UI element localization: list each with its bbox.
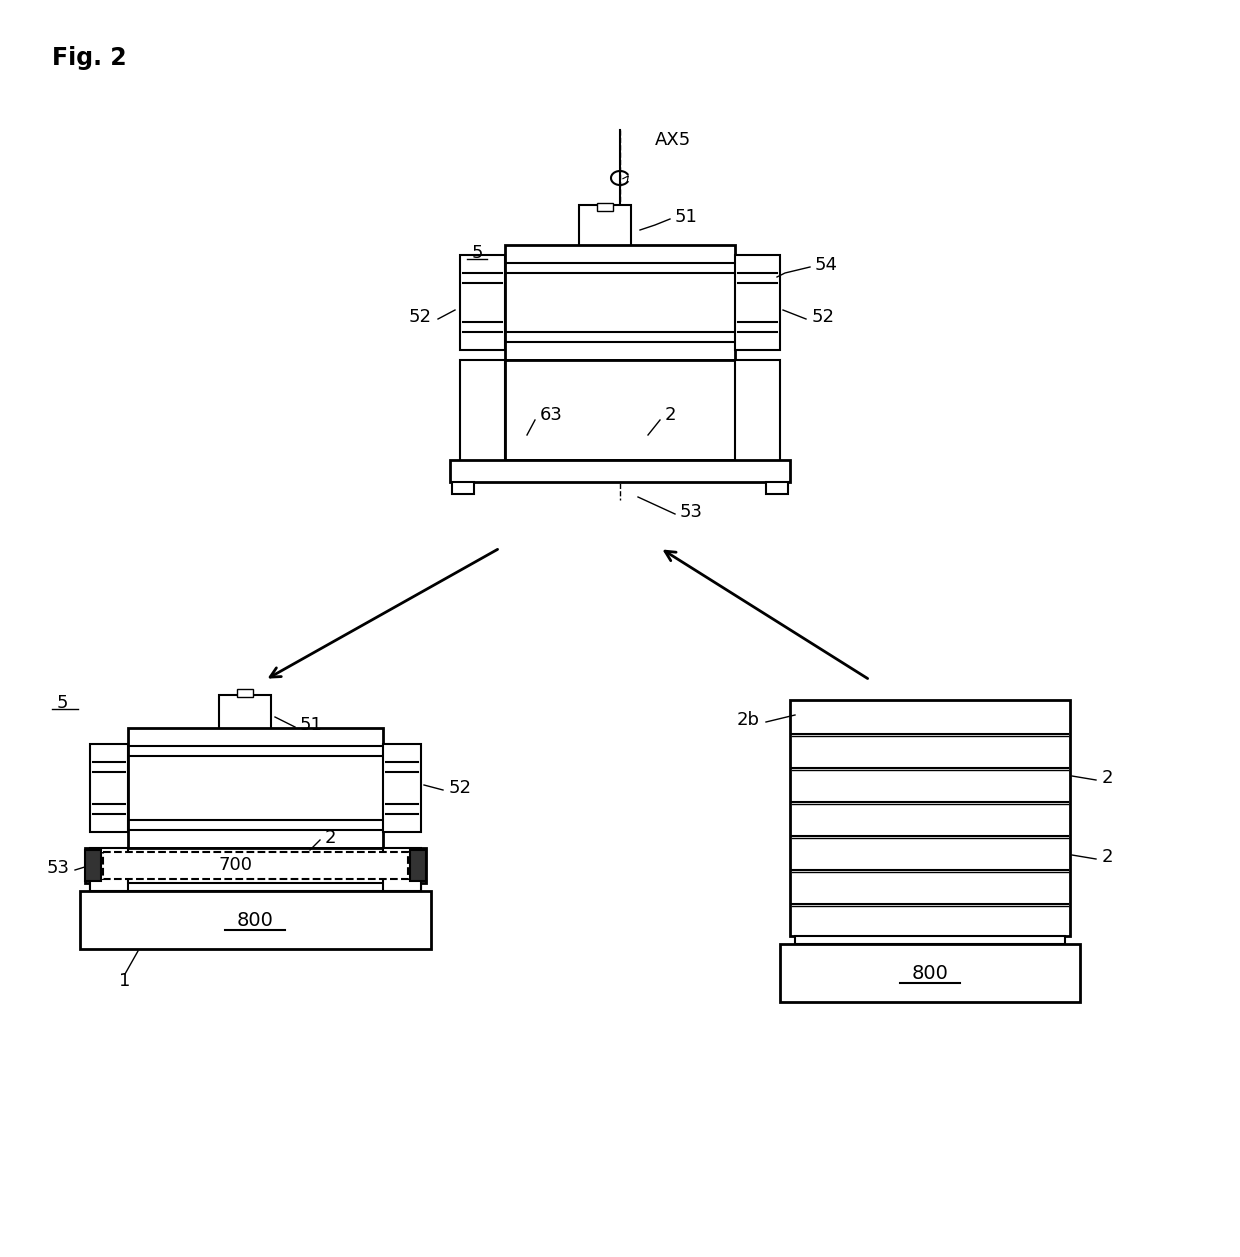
Text: 52: 52 [409, 308, 432, 326]
Bar [410, 850, 427, 881]
Bar [86, 848, 427, 882]
Text: 1: 1 [119, 972, 130, 991]
Bar [460, 360, 505, 465]
Text: AX5: AX5 [655, 131, 691, 150]
Bar [596, 202, 613, 211]
Text: 2b: 2b [737, 711, 760, 729]
Text: 800: 800 [911, 964, 949, 983]
Text: 51: 51 [675, 207, 698, 226]
Bar [780, 944, 1080, 1002]
Bar [383, 744, 422, 832]
Bar [91, 848, 128, 891]
Text: Fig. 2: Fig. 2 [52, 47, 126, 70]
Bar [735, 360, 780, 465]
Text: 63: 63 [539, 406, 563, 424]
Text: 2: 2 [665, 406, 677, 424]
Bar [505, 360, 735, 460]
Bar [505, 245, 735, 360]
Bar [450, 460, 790, 481]
Bar [237, 689, 253, 696]
Text: 52: 52 [812, 308, 835, 326]
Text: 2: 2 [1102, 848, 1114, 866]
Bar [453, 481, 474, 494]
Text: 5: 5 [471, 244, 482, 261]
Bar [460, 255, 505, 349]
Text: 51: 51 [300, 716, 322, 734]
Text: 54: 54 [815, 256, 838, 274]
Bar [128, 728, 383, 848]
Text: 700: 700 [218, 856, 252, 874]
Text: 5: 5 [57, 694, 68, 711]
Bar [86, 850, 100, 881]
Bar [766, 481, 787, 494]
Bar [103, 852, 408, 879]
Bar [735, 255, 780, 349]
Bar [91, 882, 422, 891]
Text: 53: 53 [680, 503, 703, 520]
Text: 52: 52 [449, 779, 472, 797]
Bar [219, 695, 272, 733]
Bar [795, 936, 1065, 944]
Text: 53: 53 [47, 859, 69, 877]
Text: 800: 800 [237, 910, 274, 929]
Text: 2: 2 [325, 830, 336, 847]
Bar [579, 205, 631, 250]
Text: 2: 2 [1102, 769, 1114, 787]
Bar [91, 744, 128, 832]
Bar [383, 848, 422, 891]
Bar [81, 891, 432, 949]
Bar [790, 700, 1070, 936]
